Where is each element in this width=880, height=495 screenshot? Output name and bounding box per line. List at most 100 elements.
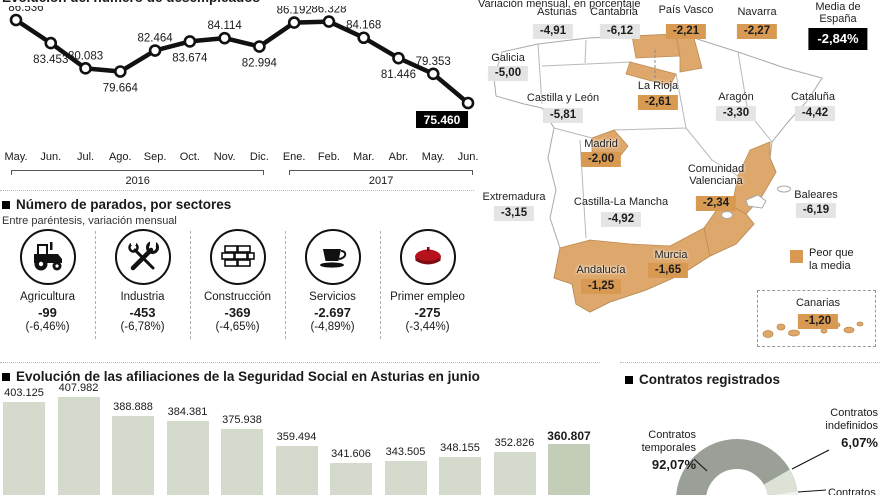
map-region-value: -4,91 xyxy=(532,24,574,39)
sectors-header: Número de parados, por sectores xyxy=(2,197,231,212)
point-value-label: 82.464 xyxy=(137,33,173,45)
map-region-name: Castilla y León xyxy=(526,92,600,104)
media-espana-label: Media de España xyxy=(815,1,861,26)
map-region-value: -2,21 xyxy=(665,24,707,39)
line-point xyxy=(79,62,92,75)
bar-value-label: 348.155 xyxy=(440,441,480,454)
point-value-label: 82.994 xyxy=(242,58,278,70)
temporales-label-text: Contratos temporales xyxy=(641,429,696,454)
contracts-donut-chart xyxy=(676,439,830,495)
bar xyxy=(439,456,481,495)
map-region-name: Asturias xyxy=(537,6,577,18)
month-label: Ago. xyxy=(108,151,132,163)
point-value-label: 86.192 xyxy=(277,6,312,17)
sector-value: -99 xyxy=(38,305,57,320)
bar xyxy=(112,416,154,495)
sector-name: Primer empleo xyxy=(390,291,465,303)
point-value-label: 83.674 xyxy=(172,52,208,64)
map-region-value: -3,15 xyxy=(493,206,535,221)
sector-variation: (-4,65%) xyxy=(215,321,260,333)
point-value-label: 79.664 xyxy=(103,82,139,94)
map-region-value: -6,19 xyxy=(795,203,837,218)
temporales-value: 92,07% xyxy=(651,456,696,472)
bar-value-label: 375.938 xyxy=(222,414,262,427)
sector-icon-circle xyxy=(209,229,266,285)
bar xyxy=(493,452,536,495)
sector-separator xyxy=(95,231,96,339)
year-label: 2017 xyxy=(364,175,398,187)
bar xyxy=(166,420,209,495)
map-region-value: -2,34 xyxy=(695,196,737,211)
month-label: Nov. xyxy=(213,151,236,163)
section-bullet xyxy=(625,375,633,384)
sector-value: -369 xyxy=(224,305,251,320)
map-region-value: -1,65 xyxy=(647,263,689,278)
month-label: May. xyxy=(421,151,445,163)
line-point xyxy=(357,31,371,45)
map-region-value: -1,25 xyxy=(580,279,622,294)
sector-name: Industria xyxy=(120,291,165,303)
sector-primer-empleo: Primer empleo -275 (-3,44%) xyxy=(380,229,475,333)
point-value-label: 84.168 xyxy=(346,20,381,32)
line-point xyxy=(114,65,127,78)
point-value-label: 84.114 xyxy=(207,20,242,32)
month-label: Abr. xyxy=(388,151,409,163)
month-label: Jun. xyxy=(457,151,479,163)
year-bracket-2016: 2016 xyxy=(11,170,265,187)
map-region-value: -1,20 xyxy=(797,314,839,329)
map-region-name: Castilla-La Mancha xyxy=(573,196,669,208)
sectors-title: Número de parados, por sectores xyxy=(16,197,232,212)
donut-header: Contratos registrados xyxy=(625,372,780,387)
bar-value-label: 384.381 xyxy=(167,405,208,418)
bar xyxy=(548,444,590,495)
tractor-icon xyxy=(33,242,62,271)
bar xyxy=(384,461,427,495)
region-la-rioja xyxy=(625,61,677,87)
point-value-label: 80.083 xyxy=(68,50,103,62)
indefinidos-label-text: Contratos indefinidos xyxy=(825,407,878,432)
line-point xyxy=(322,15,336,28)
otros-slice xyxy=(770,491,798,495)
bar xyxy=(221,429,263,495)
sector-separator xyxy=(285,231,286,339)
temporales-ring xyxy=(676,439,798,495)
line-point xyxy=(287,16,301,29)
bricks-icon xyxy=(220,245,255,267)
point-value-label: 86.328 xyxy=(311,6,346,16)
map-region-value: -5,81 xyxy=(542,108,584,123)
bar-value-label: 359.494 xyxy=(276,430,317,443)
month-label: Sep. xyxy=(143,151,167,163)
map-region-name: Madrid xyxy=(584,138,618,150)
sector-name: Servicios xyxy=(309,291,356,303)
month-label: Jul. xyxy=(76,151,95,163)
line-point xyxy=(44,36,58,50)
map-region-name: Comunidad Valenciana xyxy=(687,163,745,188)
sector-industria: Industria -453 (-6,78%) xyxy=(95,229,190,333)
map-region-name: Canarias xyxy=(795,297,841,309)
sector-construccion: Construcción -369 (-4,65%) xyxy=(190,229,285,333)
sector-separator xyxy=(380,231,381,339)
sector-servicios: Servicios -2.697 (-4,89%) xyxy=(285,229,380,333)
divider xyxy=(620,362,880,363)
point-value-label: 79.353 xyxy=(416,56,451,68)
map-region-name: Baleares xyxy=(794,189,838,201)
year-label: 2016 xyxy=(121,175,154,187)
sector-variation: (-6,46%) xyxy=(25,321,70,333)
bar xyxy=(57,397,100,495)
month-label: Ene. xyxy=(282,151,306,163)
sector-icon-circle xyxy=(304,229,361,285)
map-region-name: Extremadura xyxy=(482,191,546,203)
bar-chart-title: Evolución de las afiliaciones de la Segu… xyxy=(16,369,480,384)
line-chart-title: Evolución del número de desempleados xyxy=(2,0,402,5)
donut-title: Contratos registrados xyxy=(639,372,781,387)
month-label: Dic. xyxy=(249,151,269,163)
temporales-label: Contratos temporales 92,07% xyxy=(612,429,696,472)
map-region-name: Galicia xyxy=(491,52,525,64)
bar-value-label: 341.606 xyxy=(331,448,371,461)
bar-chart-header: Evolución de las afiliaciones de la Segu… xyxy=(2,369,480,384)
legend-label: Peor que la media xyxy=(809,247,854,272)
map-region-value: -4,92 xyxy=(600,212,642,227)
sector-value: -275 xyxy=(414,305,441,320)
line-point xyxy=(218,31,231,45)
map-region-value: -2,27 xyxy=(736,24,778,39)
